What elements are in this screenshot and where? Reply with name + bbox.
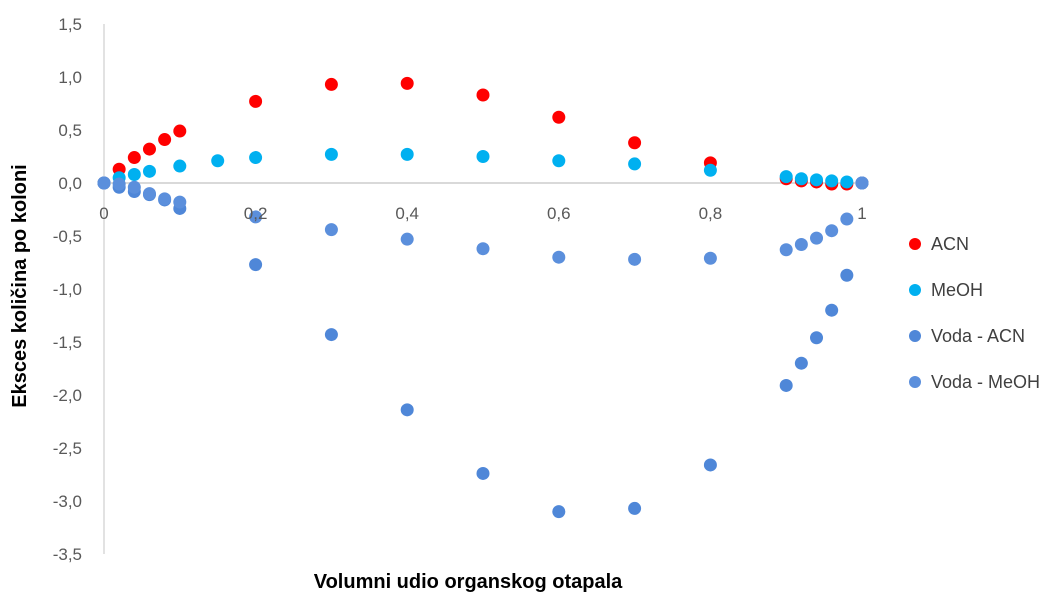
y-tick-label: 0,0: [58, 174, 82, 193]
y-tick-label: 0,5: [58, 121, 82, 140]
legend-label: Voda - MeOH: [931, 372, 1040, 392]
data-point: [855, 176, 869, 190]
y-tick-label: -3,0: [53, 492, 82, 511]
x-tick-label: 0,8: [699, 204, 723, 223]
data-point: [703, 458, 717, 472]
legend-label: Voda - ACN: [931, 326, 1025, 346]
data-point: [476, 466, 490, 480]
legend-marker: [909, 376, 921, 388]
legend-marker: [909, 330, 921, 342]
x-tick-label: 0,6: [547, 204, 571, 223]
data-point: [825, 303, 839, 317]
legend-label: MeOH: [931, 280, 983, 300]
data-point: [324, 77, 338, 91]
data-point: [840, 175, 854, 189]
data-point: [628, 252, 642, 266]
data-point: [142, 187, 156, 201]
data-point: [628, 501, 642, 515]
x-tick-labels: 0 0,2 0,4 0,6 0,8 1: [99, 204, 866, 223]
data-point: [779, 378, 793, 392]
y-tick-label: 1,0: [58, 68, 82, 87]
y-tick-label: -2,5: [53, 439, 82, 458]
data-point: [324, 147, 338, 161]
legend-marker: [909, 238, 921, 250]
data-point: [810, 173, 824, 187]
data-point: [400, 147, 414, 161]
legend-marker: [909, 284, 921, 296]
legend-item: ACN: [909, 234, 969, 254]
data-point: [142, 164, 156, 178]
legend-item: Voda - ACN: [909, 326, 1025, 346]
data-point: [158, 133, 172, 147]
y-tick-label: -0,5: [53, 227, 82, 246]
data-point: [249, 210, 263, 224]
data-point: [825, 174, 839, 188]
data-point: [249, 151, 263, 165]
x-tick-label: 0,2: [244, 204, 268, 223]
data-point: [779, 243, 793, 257]
data-point: [628, 136, 642, 150]
y-axis-title: Eksces količina po koloni: [9, 164, 31, 407]
data-point: [476, 150, 490, 163]
data-point: [400, 232, 414, 246]
data-point: [142, 142, 156, 156]
data-point: [794, 356, 808, 370]
legend-item: Voda - MeOH: [909, 372, 1040, 392]
data-point: [127, 180, 141, 194]
data-point: [794, 237, 808, 251]
y-tick-label: -1,5: [53, 333, 82, 352]
data-points: [97, 76, 869, 519]
data-point: [158, 192, 172, 206]
y-tick-label: -1,0: [53, 280, 82, 299]
data-point: [127, 168, 141, 182]
data-point: [840, 212, 854, 226]
data-point: [840, 268, 854, 282]
data-point: [400, 76, 414, 90]
data-point: [794, 172, 808, 186]
data-point: [552, 110, 566, 124]
data-point: [324, 328, 338, 342]
data-point: [173, 195, 187, 209]
data-point: [400, 403, 414, 417]
data-point: [552, 154, 566, 168]
data-point: [810, 331, 824, 345]
data-point: [249, 258, 263, 272]
data-point: [779, 170, 793, 184]
data-point: [703, 251, 717, 265]
y-tick-labels: 1,5 1,0 0,5 0,0 -0,5 -1,0 -1,5 -2,0 -2,5 -3,0 -3,5: [53, 15, 82, 564]
legend: ACN MeOH Voda - ACN Voda - MeOH: [909, 234, 1040, 392]
y-tick-label: 1,5: [58, 15, 82, 34]
y-tick-label: -3,5: [53, 545, 82, 564]
legend-item: MeOH: [909, 280, 983, 300]
data-point: [552, 250, 566, 264]
data-point: [825, 224, 839, 238]
data-point: [552, 505, 566, 519]
data-point: [810, 231, 824, 245]
x-axis-title: Volumni udio organskog otapala: [314, 571, 623, 593]
y-tick-label: -2,0: [53, 386, 82, 405]
data-point: [112, 177, 126, 191]
data-point: [127, 151, 141, 165]
x-tick-label: 0: [99, 204, 108, 223]
data-point: [211, 154, 225, 168]
data-point: [97, 176, 111, 190]
data-point: [476, 242, 490, 256]
x-tick-label: 0,4: [395, 204, 419, 223]
x-tick-label: 1: [857, 204, 866, 223]
legend-label: ACN: [931, 234, 969, 254]
data-point: [173, 159, 187, 173]
data-point: [476, 88, 490, 102]
data-point: [324, 223, 338, 237]
data-point: [703, 163, 717, 177]
data-point: [249, 94, 263, 108]
data-point: [173, 124, 187, 138]
data-point: [628, 157, 642, 171]
